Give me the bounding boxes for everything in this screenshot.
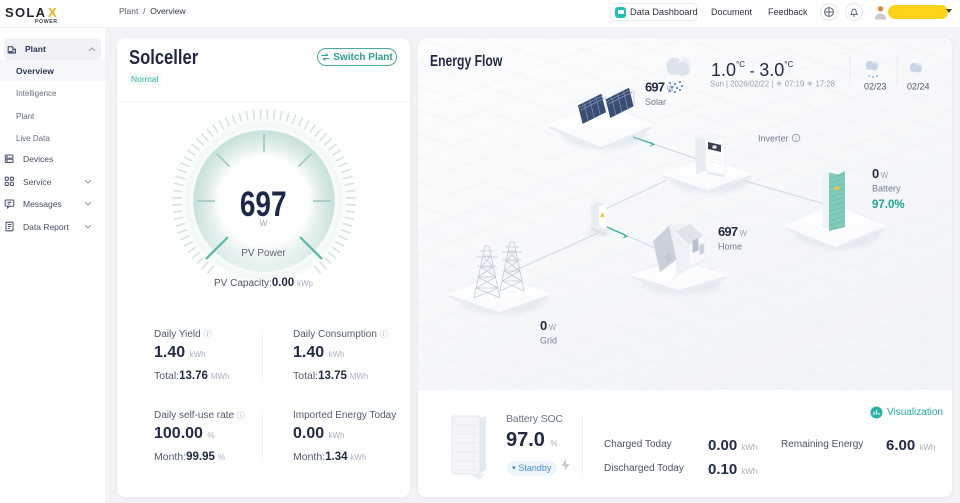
svg-text:i: i (795, 136, 796, 143)
svg-text:X: X (48, 5, 57, 20)
svg-text:Battery: Battery (872, 184, 901, 194)
svg-text:1.0°C - 3.0°C: 1.0°C - 3.0°C (711, 60, 793, 80)
svg-text:SOLA: SOLA (5, 5, 46, 20)
svg-text:Sun | 2026/02/22 | ☀ 07:19 ☀ 1: Sun | 2026/02/22 | ☀ 07:19 ☀ 17:28 (710, 80, 836, 89)
svg-text:02/23: 02/23 (864, 82, 887, 92)
svg-text:02/24: 02/24 (907, 82, 930, 92)
svg-text:POWER: POWER (35, 19, 58, 24)
svg-text:Inverter: Inverter (758, 134, 789, 144)
svg-text:Home: Home (718, 242, 742, 252)
svg-text:Grid: Grid (540, 336, 557, 346)
svg-text:97.0%: 97.0% (872, 199, 905, 211)
svg-text:Solar: Solar (645, 97, 666, 107)
